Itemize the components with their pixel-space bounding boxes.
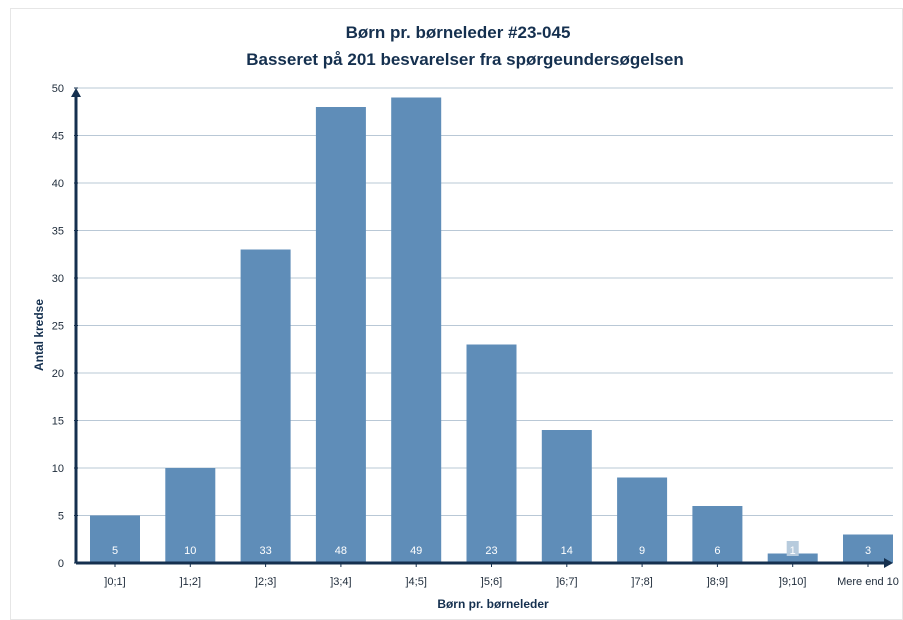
x-axis-ticks: ]0;1] ]1;2] ]2;3] ]3;4] ]4;5] ]5;6] ]6;7] ]7;8]… <box>104 576 899 588</box>
y-tick-label: 50 <box>52 83 64 95</box>
data-label: 3 <box>865 545 871 557</box>
bar-chart: Børn pr. børneleder #23-045 Basseret på … <box>32 23 899 611</box>
x-axis-title: Børn pr. børneleder <box>437 597 549 611</box>
data-label: 49 <box>410 545 422 557</box>
y-tick-label: 30 <box>52 273 64 285</box>
bar <box>767 553 818 563</box>
data-label: 23 <box>485 545 497 557</box>
y-tick-label: 0 <box>58 558 64 570</box>
data-label: 14 <box>561 545 573 557</box>
data-label-box <box>786 541 799 556</box>
y-tick-label: 35 <box>52 226 64 238</box>
data-label: 9 <box>639 545 645 557</box>
y-tick-label: 25 <box>52 321 64 333</box>
bar <box>315 107 366 563</box>
x-tick-label: ]2;3] <box>255 576 276 588</box>
y-axis-ticks: 0 5 10 15 20 25 30 35 40 45 50 <box>52 83 64 570</box>
data-label: 33 <box>259 545 271 557</box>
x-tick-label: ]4;5] <box>405 576 426 588</box>
bars: 5 10 33 48 49 23 14 9 6 1 3 <box>90 97 893 563</box>
x-tick-label: Mere end 10 <box>837 576 899 588</box>
data-label: 48 <box>335 545 347 557</box>
y-axis-arrow <box>71 88 81 97</box>
y-tick-label: 10 <box>52 463 64 475</box>
x-tick-label: ]3;4] <box>330 576 351 588</box>
axes <box>71 87 893 568</box>
y-tick-label: 5 <box>58 511 64 523</box>
chart-container: Børn pr. børneleder #23-045 Basseret på … <box>10 8 903 620</box>
data-label: 5 <box>112 545 118 557</box>
bar <box>541 430 592 563</box>
bar <box>617 477 668 563</box>
bar <box>90 515 140 563</box>
x-tick-label: ]9;10] <box>779 576 807 588</box>
bar <box>466 344 517 563</box>
chart-subtitle: Basseret på 201 besvarelser fra spørgeun… <box>246 50 684 69</box>
x-axis-arrow <box>884 558 893 568</box>
bar <box>692 506 743 563</box>
x-tick-label: ]8;9] <box>707 576 728 588</box>
x-tick-label: ]1;2] <box>180 576 201 588</box>
data-label: 10 <box>184 545 196 557</box>
y-tick-label: 45 <box>52 131 64 143</box>
bar <box>240 249 291 563</box>
data-label: 6 <box>714 545 720 557</box>
data-label: 1 <box>790 545 796 557</box>
bar <box>391 97 442 563</box>
bar <box>165 468 216 563</box>
y-tick-label: 20 <box>52 368 64 380</box>
chart-title: Børn pr. børneleder #23-045 <box>346 23 571 42</box>
y-axis-title: Antal kredse <box>32 299 46 371</box>
y-tick-label: 40 <box>52 178 64 190</box>
x-tick-label: ]7;8] <box>631 576 652 588</box>
y-tick-label: 15 <box>52 416 64 428</box>
bar <box>843 534 893 563</box>
x-tick-label: ]6;7] <box>556 576 577 588</box>
x-tick-label: ]0;1] <box>104 576 125 588</box>
x-tick-label: ]5;6] <box>481 576 502 588</box>
